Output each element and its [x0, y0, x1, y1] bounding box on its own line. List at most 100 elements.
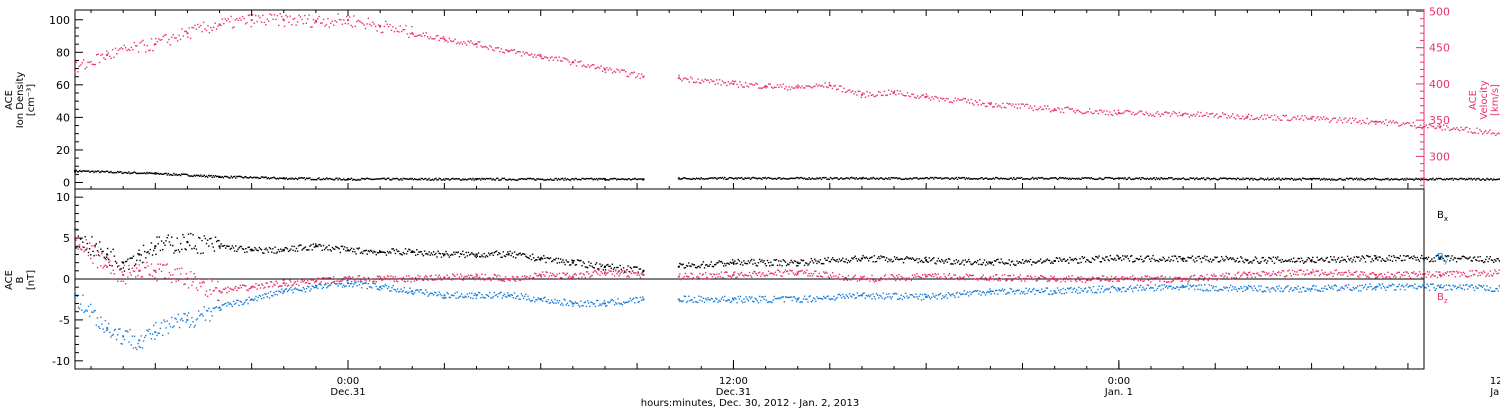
- velocity-point: [720, 84, 722, 86]
- bx-point: [529, 255, 531, 257]
- velocity-point: [328, 26, 331, 28]
- density-point: [307, 177, 309, 180]
- bx-point: [289, 249, 291, 252]
- velocity-point: [942, 97, 945, 100]
- density-point: [939, 176, 942, 179]
- bx-point: [206, 239, 209, 241]
- density-point: [1146, 177, 1149, 179]
- bx-point: [926, 261, 928, 263]
- velocity-point: [1187, 113, 1189, 115]
- bx-point: [172, 244, 174, 247]
- velocity-point: [1100, 109, 1102, 112]
- velocity-point: [747, 86, 750, 88]
- density-point: [1255, 178, 1258, 181]
- bx-point: [947, 258, 950, 260]
- density-point: [988, 178, 990, 180]
- density-point: [916, 177, 918, 179]
- velocity-point: [778, 86, 780, 89]
- bx-point: [127, 258, 129, 261]
- velocity-point: [723, 82, 725, 84]
- density-point: [822, 176, 825, 179]
- bx-point: [917, 261, 919, 264]
- velocity-point: [169, 44, 172, 46]
- density-point: [1490, 178, 1493, 180]
- density-point: [1087, 177, 1089, 179]
- velocity-point: [270, 14, 273, 16]
- velocity-point: [1061, 108, 1063, 110]
- bx-point: [391, 248, 393, 250]
- density-point: [914, 177, 916, 179]
- bx-point: [417, 253, 419, 256]
- density-point: [898, 177, 900, 179]
- bx-point: [634, 266, 636, 268]
- bx-point: [617, 266, 619, 269]
- velocity-point: [1435, 127, 1438, 129]
- density-point: [457, 178, 460, 180]
- bx-point: [554, 259, 556, 261]
- density-point: [156, 173, 158, 175]
- velocity-point: [593, 64, 595, 66]
- bx-point: [366, 253, 368, 255]
- velocity-point: [1203, 114, 1205, 117]
- bx-point: [522, 253, 525, 255]
- density-point: [386, 177, 389, 180]
- density-point: [1496, 178, 1498, 181]
- velocity-point: [333, 24, 335, 26]
- density-point: [1001, 178, 1004, 180]
- bx-point: [319, 243, 321, 246]
- density-point: [505, 179, 508, 181]
- density-point: [908, 177, 910, 180]
- velocity-point: [564, 57, 566, 60]
- bx-point: [684, 266, 687, 269]
- density-point: [808, 177, 810, 179]
- density-point: [1172, 178, 1175, 181]
- velocity-point: [1246, 117, 1248, 119]
- bx-point: [479, 255, 481, 258]
- velocity-point: [1278, 117, 1280, 120]
- density-point: [155, 172, 157, 174]
- bx-point: [499, 253, 501, 255]
- density-point: [410, 178, 412, 180]
- bx-point: [520, 254, 522, 256]
- velocity-point: [155, 37, 157, 40]
- bx-point: [766, 259, 769, 262]
- density-point: [1165, 177, 1168, 180]
- density-point: [876, 177, 879, 180]
- velocity-point: [175, 37, 177, 39]
- density-point: [408, 178, 410, 181]
- velocity-point: [1015, 103, 1017, 106]
- density-point: [926, 177, 928, 179]
- velocity-point: [380, 31, 383, 34]
- density-point: [894, 177, 897, 179]
- density-point: [357, 178, 359, 181]
- velocity-point: [1240, 117, 1243, 120]
- bx-point: [619, 264, 621, 267]
- density-point: [980, 177, 982, 179]
- density-point: [82, 170, 84, 172]
- bx-point: [616, 266, 618, 269]
- velocity-point: [1367, 123, 1370, 125]
- density-point: [875, 177, 878, 180]
- velocity-point: [1308, 118, 1311, 120]
- density-point: [1358, 177, 1360, 180]
- density-tick-label: 20: [56, 144, 70, 157]
- density-point: [1350, 177, 1352, 180]
- bx-point: [790, 259, 792, 262]
- bx-point: [820, 262, 823, 265]
- bx-point: [222, 245, 225, 247]
- velocity-point: [822, 86, 825, 88]
- velocity-point: [106, 53, 109, 56]
- density-point: [1199, 178, 1201, 180]
- bx-point: [680, 263, 682, 265]
- density-point: [1187, 178, 1189, 180]
- bx-point: [282, 249, 285, 252]
- velocity-point: [1286, 119, 1289, 121]
- bx-point: [208, 245, 210, 247]
- density-point: [929, 176, 932, 179]
- velocity-point: [1172, 110, 1175, 113]
- density-point: [1256, 179, 1259, 181]
- velocity-point: [1003, 106, 1006, 108]
- bx-point: [483, 252, 485, 255]
- velocity-point: [383, 25, 386, 28]
- velocity-point: [309, 26, 312, 28]
